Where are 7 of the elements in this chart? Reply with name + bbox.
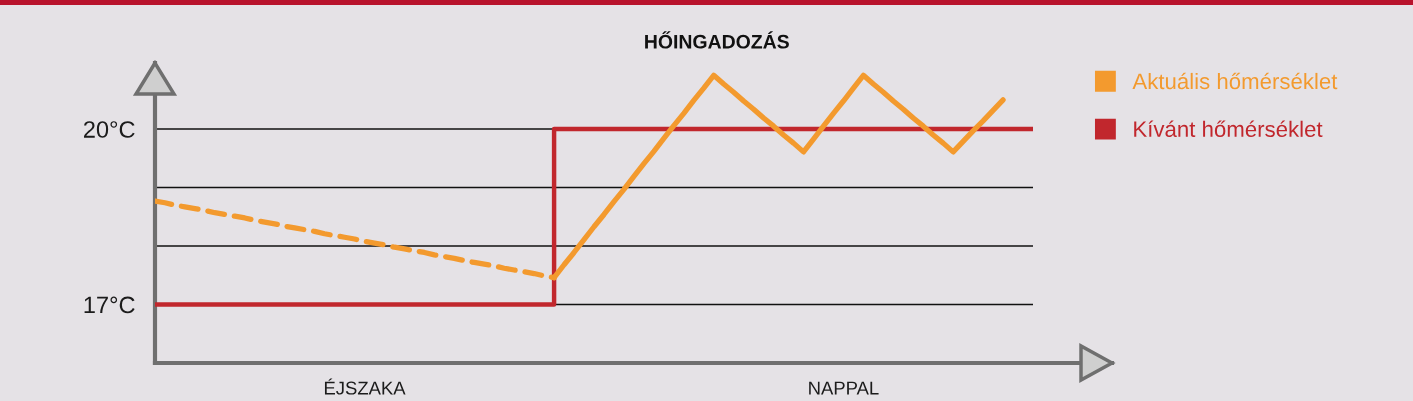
x-tick-label: NAPPAL [809, 381, 879, 395]
x-tick-label: ÉJSZAKA [324, 378, 406, 395]
chart-title: HŐINGADOZÁS [645, 31, 789, 49]
legend-label: Aktuális hőmérséklet [1132, 72, 1338, 90]
y-tick-label: 20°C [83, 121, 135, 138]
legend-label: Kívánt hőmérséklet [1134, 120, 1323, 138]
y-tick-label: 17°C [84, 296, 135, 314]
